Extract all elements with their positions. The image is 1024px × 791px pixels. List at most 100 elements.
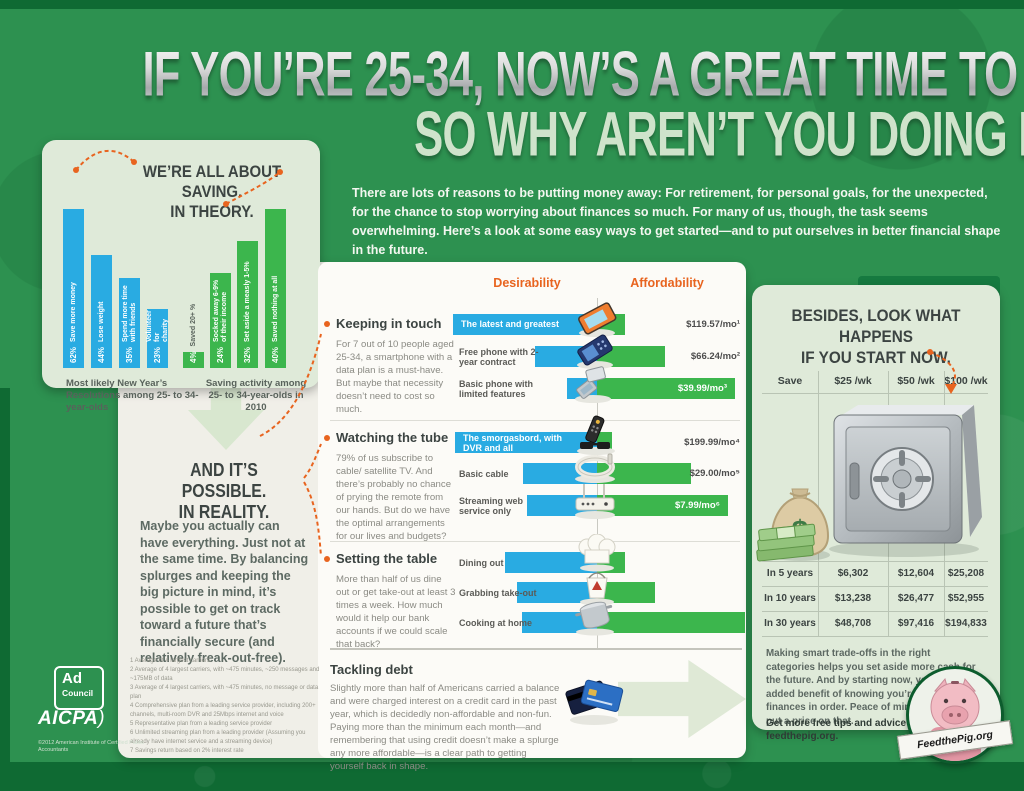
bar-pct: 23% (153, 346, 162, 363)
footnote: 6 Unlimited streaming plan from a leadin… (130, 730, 306, 745)
left-edge-band (0, 388, 10, 762)
desirability-bar: The smorgasbord, with DVR and all (455, 432, 597, 453)
start-now-cta: Get more free tips and advice at feedthe… (766, 718, 918, 742)
setting-table-body: More than half of us dine out or get tak… (336, 574, 456, 650)
caption-saving-activity: Saving activity among 25- to 34-year-old… (205, 378, 307, 413)
table-header-save: Save (777, 375, 803, 387)
table-line (762, 636, 988, 637)
start-now-body: Making smart trade-offs in the right cat… (766, 648, 976, 727)
aicpa-text: AICPA (38, 708, 99, 729)
desirability-header: Desirability (493, 276, 561, 290)
tackling-debt-title: Tackling debt (330, 662, 413, 677)
keeping-in-touch-dot (324, 321, 330, 327)
table-line (762, 393, 988, 394)
remote-and-glasses-icon (577, 415, 615, 455)
theory-card: WE’RE ALL ABOUT SAVING. IN THEORY. 62% Sa… (42, 140, 320, 413)
copyright-text: ©2012 American Institute of Certified Pu… (38, 740, 145, 753)
reality-body: Maybe you actually can have everything. … (140, 519, 309, 665)
aicpa-mark: ) (98, 708, 106, 729)
bar-socked-away: 24% Socked away 6-9% of their income (210, 273, 231, 368)
footnote: 7 Savings return based on 2% interest ra… (130, 748, 244, 754)
feed-the-pig-logo: FeedthePig.org (896, 666, 1014, 772)
table-row-label: In 10 years (764, 593, 816, 604)
headline-line1-text: IF YOU’RE 25-34, NOW’S A GREAT TIME TO S… (142, 42, 1024, 106)
setting-table-title: Setting the table (336, 551, 438, 566)
watching-tube-dot (324, 435, 330, 441)
footnote: 2 Average of 4 largest carriers, with ~4… (130, 667, 320, 682)
table-cell: $48,708 (834, 618, 872, 629)
price-label: $39.99/mo³ (677, 383, 727, 394)
footnotes: 1 Average of 4 largest carriers. 2 Avera… (130, 657, 324, 756)
bar-label-wrap: 40% Saved nothing at all (265, 209, 286, 368)
top-band (0, 0, 1024, 9)
section-separator-strong (330, 648, 742, 650)
bar-pct: 44% (97, 346, 106, 363)
flip-phone-icon (575, 366, 611, 403)
table-header-50wk: $50 /wk (897, 375, 935, 387)
bar-label: Save more money (69, 282, 77, 342)
bar-label: Socked away 6-9% of their income (212, 279, 228, 342)
table-header-100wk: $100 /wk (944, 375, 988, 387)
row-label: The latest and greatest (461, 319, 560, 329)
coax-cable-icon (575, 453, 615, 483)
affordability-header: Affordability (630, 276, 704, 290)
theory-heading-line1: WE’RE ALL ABOUT SAVING. (142, 162, 282, 201)
keeping-in-touch-body: For 7 out of 10 people aged 25-34, a sma… (336, 339, 454, 415)
chef-hat-icon (578, 534, 616, 572)
keeping-in-touch-title: Keeping in touch (336, 316, 442, 331)
cash-stack-icon (756, 523, 816, 562)
takeout-box-icon (580, 572, 614, 606)
table-line (762, 561, 988, 562)
table-cell: $12,604 (897, 568, 935, 579)
headline-line2-text: SO WHY AREN’T YOU DOING IT? (414, 98, 1024, 169)
table-row-label: In 5 years (766, 568, 814, 579)
theory-heading-line2: IN THEORY. (170, 202, 254, 221)
row-label: Dining out (459, 558, 504, 568)
start-now-heading-line1: BESIDES, LOOK WHAT HAPPENS (791, 306, 961, 346)
bar-set-aside: 32% Set aside a measly 1-5% (237, 241, 258, 368)
bar-time-with-friends: 35% Spend more time with friends (119, 278, 140, 368)
price-label: $119.57/mo¹ (686, 319, 740, 330)
table-cell: $194,833 (945, 618, 987, 629)
row-label: Streaming web service only (459, 496, 524, 516)
bar-pct: 40% (271, 346, 280, 363)
row-label: Cooking at home (459, 618, 533, 628)
ad-council-line1: Ad (62, 670, 82, 687)
start-now-heading-line2: IF YOU START NOW. (801, 348, 951, 367)
bar-pct: 32% (243, 346, 252, 363)
start-now-heading: BESIDES, LOOK WHAT HAPPENS IF YOU START … (773, 305, 978, 368)
bar-pct: 24% (216, 346, 225, 363)
reality-heading: AND IT’S POSSIBLE. IN REALITY. (148, 460, 299, 523)
row-label: The smorgasbord, with DVR and all (463, 433, 563, 453)
table-cell: $13,238 (834, 593, 872, 604)
bar-pct: 4% (189, 351, 198, 363)
table-cell: $26,477 (897, 593, 935, 604)
aicpa-logo: AICPA) (38, 708, 105, 730)
router-icon (575, 484, 615, 519)
reality-heading-line1: AND IT’S POSSIBLE. (181, 460, 267, 501)
footnote: 3 Average of 4 largest carriers, with ~4… (130, 685, 319, 700)
bar-saved-20plus: 4% Saved 20+ % (183, 304, 204, 368)
price-label: $66.24/mo² (690, 351, 740, 362)
bar-label-wrap: 4% Saved 20+ % (183, 238, 204, 368)
table-line (762, 586, 988, 587)
ad-council-logo: Ad Council (54, 666, 104, 710)
bar-label: Lose weight (97, 301, 105, 342)
section-separator (330, 420, 740, 421)
price-label: $29.00/mo⁵ (689, 468, 740, 479)
table-cell: $25,208 (947, 568, 985, 579)
bar-label-wrap: 35% Spend more time with friends (119, 278, 140, 368)
affordability-bar (597, 463, 691, 484)
bar-pct: 62% (69, 346, 78, 363)
bar-label-wrap: 44% Lose weight (91, 255, 112, 368)
price-label: $199.99/mo⁴ (684, 437, 740, 448)
affordability-bar (597, 346, 665, 367)
table-header-25wk: $25 /wk (834, 375, 872, 387)
tackling-debt-body: Slightly more than half of Americans car… (330, 683, 560, 772)
bar-label-wrap: 62% Save more money (63, 209, 84, 368)
bar-label-wrap: 32% Set aside a measly 1-5% (237, 241, 258, 368)
start-now-panel: BESIDES, LOOK WHAT HAPPENS IF YOU START … (752, 285, 1000, 742)
headline-line2: SO WHY AREN’T YOU DOING IT? (320, 102, 1024, 165)
caption-resolutions: Most likely New Year’s Resolutions among… (66, 378, 199, 413)
bar-save-more-money: 62% Save more money (63, 209, 84, 368)
